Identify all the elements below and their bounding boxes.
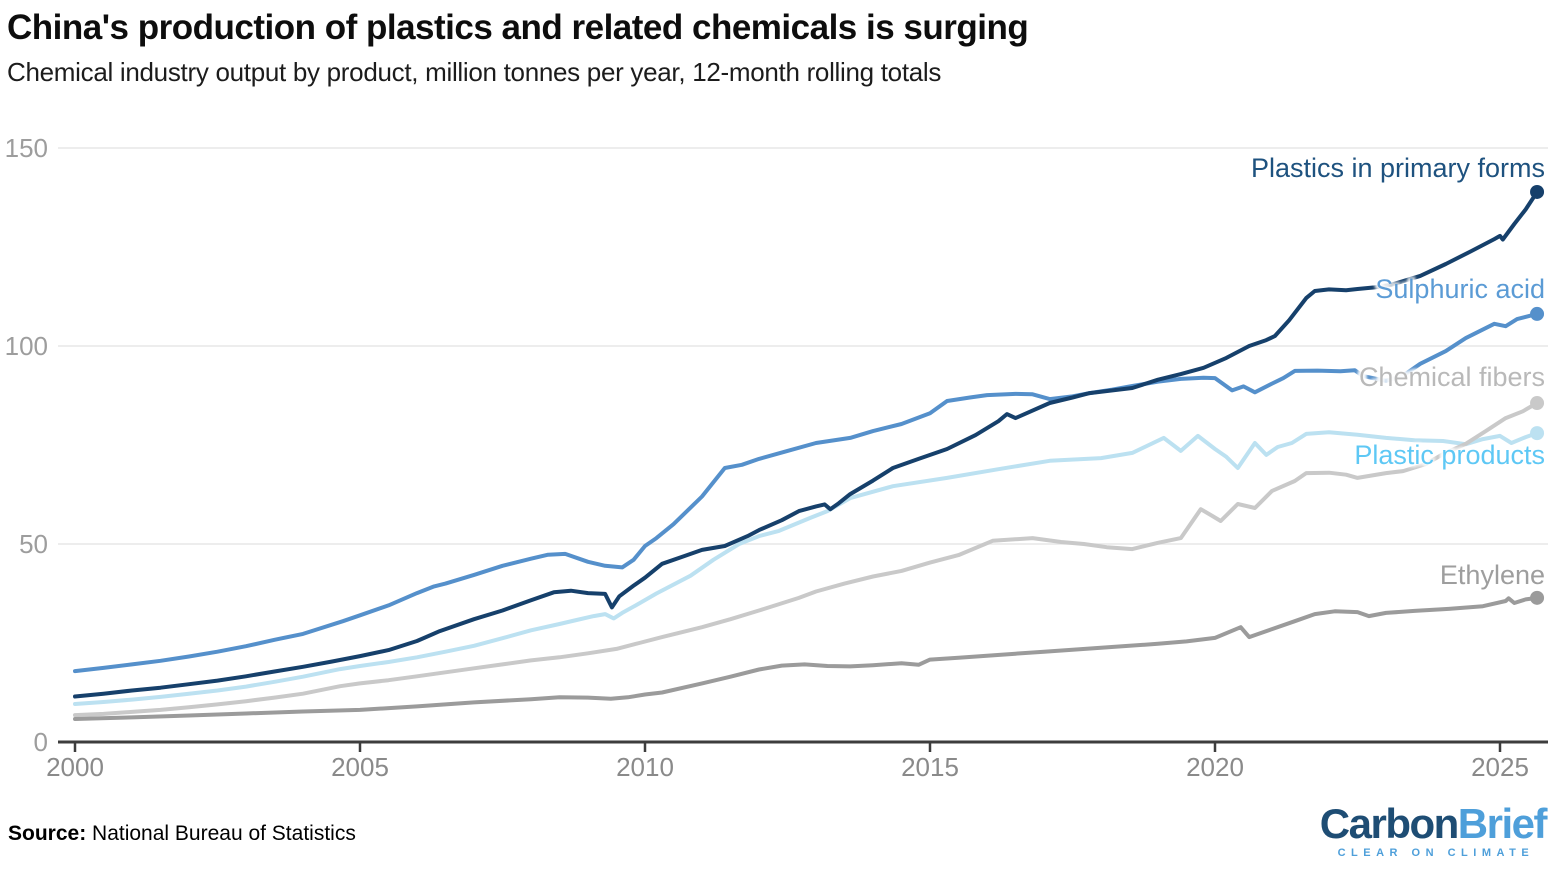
series-end-dot-sulphuric — [1530, 306, 1545, 321]
y-tick-label-50: 50 — [19, 529, 48, 559]
carbonbrief-wordmark: CarbonBrief — [1319, 800, 1548, 847]
x-tick-label-2010: 2010 — [616, 752, 674, 782]
x-tick-label-2015: 2015 — [901, 752, 959, 782]
series-label-sulphuric-acid: Sulphuric acid — [1375, 274, 1545, 304]
series-line-fibers — [73, 401, 1540, 718]
x-tick-label-2005: 2005 — [331, 752, 389, 782]
series-label-plastic-products: Plastic products — [1354, 440, 1545, 470]
series-line-ethylene — [73, 595, 1540, 721]
logo-brief-text: Brief — [1457, 800, 1548, 847]
series-end-dot-ethylene — [1530, 590, 1545, 605]
chart-subtitle: Chemical industry output by product, mil… — [7, 57, 942, 87]
series-label-plastics-in-primary-forms: Plastics in primary forms — [1250, 153, 1545, 183]
series-label-chemical-fibers: Chemical fibers — [1358, 362, 1545, 392]
y-tick-label-100: 100 — [5, 331, 48, 361]
series-label-ethylene: Ethylene — [1439, 560, 1545, 590]
series-line-plastics — [73, 190, 1540, 699]
source-label: Source: — [8, 822, 87, 845]
chart-title: China's production of plastics and relat… — [7, 8, 1029, 47]
series-end-dot-plastics — [1530, 184, 1545, 199]
source-text: National Bureau of Statistics — [86, 822, 356, 845]
series-line-products — [73, 430, 1540, 706]
series-end-dot-products — [1530, 426, 1545, 441]
series-end-dot-fibers — [1530, 396, 1545, 411]
x-tick-label-2025: 2025 — [1471, 752, 1529, 782]
x-tick-label-2000: 2000 — [46, 752, 104, 782]
x-tick-label-2020: 2020 — [1186, 752, 1244, 782]
y-tick-label-150: 150 — [5, 133, 48, 163]
y-tick-label-0: 0 — [34, 727, 48, 757]
source-line: Source: National Bureau of Statistics — [8, 822, 356, 846]
logo-carbon-text: Carbon — [1319, 800, 1460, 847]
logo-tagline: CLEAR ON CLIMATE — [1337, 847, 1535, 859]
carbonbrief-logo: CarbonBrief CLEAR ON CLIMATE — [1319, 800, 1548, 860]
series-line-sulphuric — [73, 311, 1540, 674]
